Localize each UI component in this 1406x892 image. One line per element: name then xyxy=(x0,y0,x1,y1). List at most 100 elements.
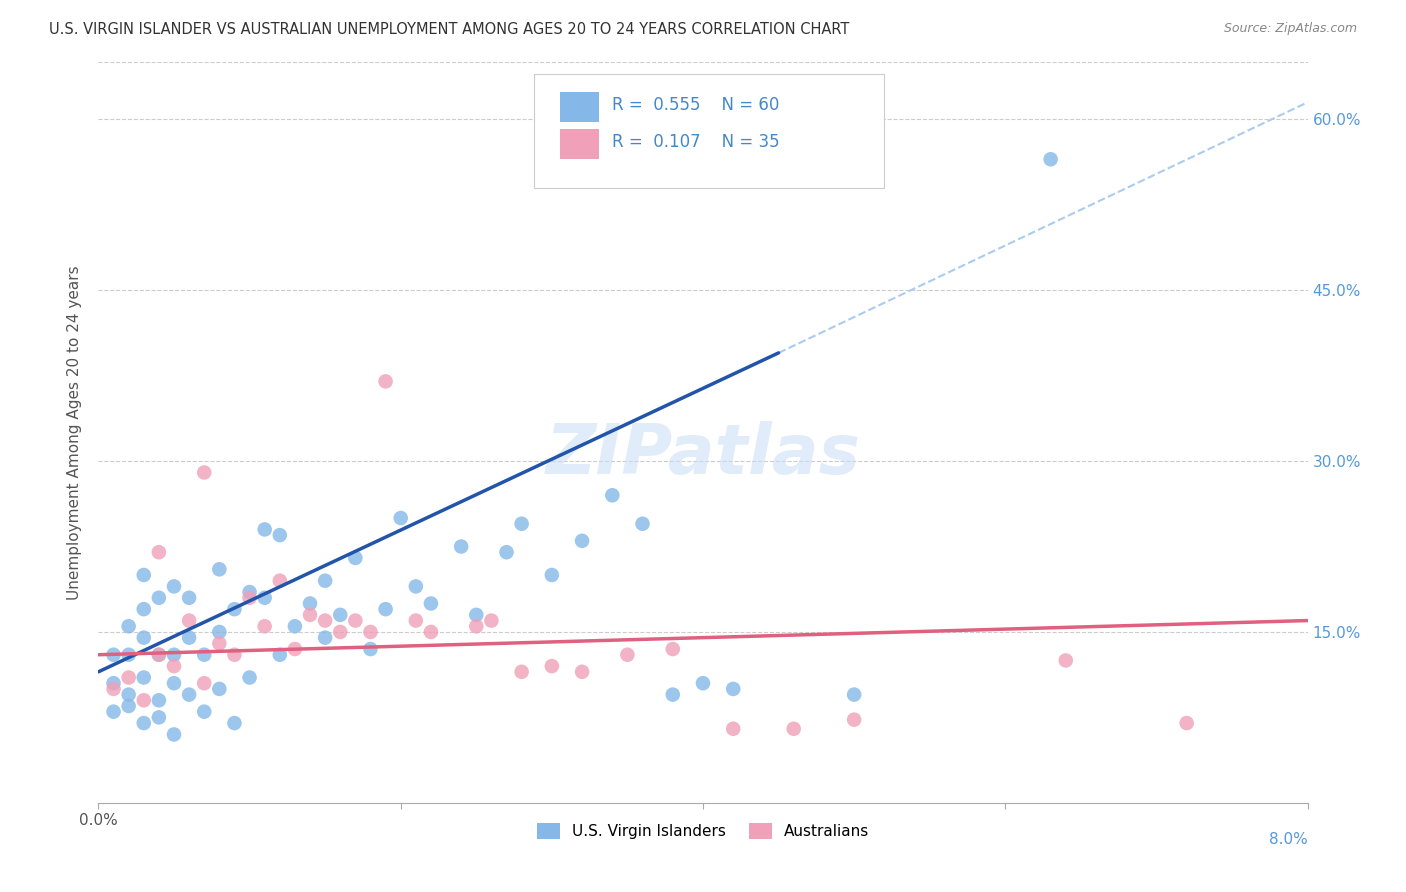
FancyBboxPatch shape xyxy=(534,73,884,188)
Point xyxy=(269,574,291,588)
Point xyxy=(148,591,170,605)
Point xyxy=(132,693,155,707)
Point xyxy=(118,619,141,633)
Point xyxy=(103,648,125,662)
Point xyxy=(510,665,533,679)
Point xyxy=(360,624,382,639)
Point xyxy=(208,562,231,576)
Point xyxy=(540,659,562,673)
Point xyxy=(723,681,745,696)
Point xyxy=(179,631,201,645)
Point xyxy=(661,688,683,702)
Point xyxy=(299,597,322,611)
Text: Source: ZipAtlas.com: Source: ZipAtlas.com xyxy=(1223,22,1357,36)
Point xyxy=(239,591,262,605)
Point xyxy=(103,705,125,719)
Point xyxy=(179,614,201,628)
Point xyxy=(179,688,201,702)
Point xyxy=(284,642,307,657)
Point xyxy=(103,676,125,690)
Point xyxy=(783,722,806,736)
Point xyxy=(631,516,654,531)
Point xyxy=(132,716,155,731)
Point xyxy=(389,511,412,525)
Point xyxy=(132,671,155,685)
Point xyxy=(844,713,866,727)
Point xyxy=(481,614,503,628)
Text: R =  0.555    N = 60: R = 0.555 N = 60 xyxy=(613,95,780,113)
Point xyxy=(163,648,186,662)
Point xyxy=(844,688,866,702)
Point xyxy=(193,705,215,719)
Point xyxy=(239,671,262,685)
Point xyxy=(360,642,382,657)
Point xyxy=(224,602,246,616)
Point xyxy=(148,693,170,707)
Point xyxy=(224,648,246,662)
Point xyxy=(374,375,396,389)
Point xyxy=(1039,153,1062,167)
FancyBboxPatch shape xyxy=(561,129,599,159)
Point xyxy=(179,591,201,605)
Point xyxy=(132,568,155,582)
Point xyxy=(571,665,593,679)
Point xyxy=(148,710,170,724)
Text: U.S. VIRGIN ISLANDER VS AUSTRALIAN UNEMPLOYMENT AMONG AGES 20 TO 24 YEARS CORREL: U.S. VIRGIN ISLANDER VS AUSTRALIAN UNEMP… xyxy=(49,22,849,37)
Point xyxy=(616,648,638,662)
Point xyxy=(163,727,186,741)
Point xyxy=(118,698,141,713)
Point xyxy=(405,579,427,593)
Text: R =  0.107    N = 35: R = 0.107 N = 35 xyxy=(613,133,780,151)
Point xyxy=(269,528,291,542)
Point xyxy=(344,614,367,628)
Point xyxy=(118,688,141,702)
Point xyxy=(723,722,745,736)
Y-axis label: Unemployment Among Ages 20 to 24 years: Unemployment Among Ages 20 to 24 years xyxy=(66,265,82,600)
Point xyxy=(193,676,215,690)
Point xyxy=(132,631,155,645)
Point xyxy=(540,568,562,582)
Point xyxy=(602,488,624,502)
Legend: U.S. Virgin Islanders, Australians: U.S. Virgin Islanders, Australians xyxy=(529,815,877,847)
Point xyxy=(208,681,231,696)
Point xyxy=(329,624,352,639)
Point xyxy=(344,550,367,565)
Point xyxy=(510,516,533,531)
Point xyxy=(163,579,186,593)
FancyBboxPatch shape xyxy=(561,92,599,121)
Point xyxy=(299,607,322,622)
Text: ZIPatlas: ZIPatlas xyxy=(546,421,860,488)
Point xyxy=(132,602,155,616)
Point xyxy=(314,631,336,645)
Point xyxy=(148,545,170,559)
Point xyxy=(253,523,276,537)
Point xyxy=(661,642,683,657)
Point xyxy=(269,648,291,662)
Point xyxy=(193,648,215,662)
Text: 8.0%: 8.0% xyxy=(1268,832,1308,847)
Point xyxy=(1175,716,1198,731)
Point xyxy=(571,533,593,548)
Point xyxy=(692,676,714,690)
Point xyxy=(148,648,170,662)
Point xyxy=(118,648,141,662)
Point xyxy=(450,540,472,554)
Point xyxy=(193,466,215,480)
Point xyxy=(314,574,336,588)
Point xyxy=(284,619,307,633)
Point xyxy=(253,591,276,605)
Point xyxy=(495,545,517,559)
Point xyxy=(465,607,488,622)
Point xyxy=(163,659,186,673)
Point xyxy=(208,624,231,639)
Point xyxy=(253,619,276,633)
Point xyxy=(420,624,443,639)
Point xyxy=(148,648,170,662)
Point xyxy=(420,597,443,611)
Point xyxy=(374,602,396,616)
Point xyxy=(224,716,246,731)
Point xyxy=(118,671,141,685)
Point xyxy=(103,681,125,696)
Point xyxy=(405,614,427,628)
Point xyxy=(329,607,352,622)
